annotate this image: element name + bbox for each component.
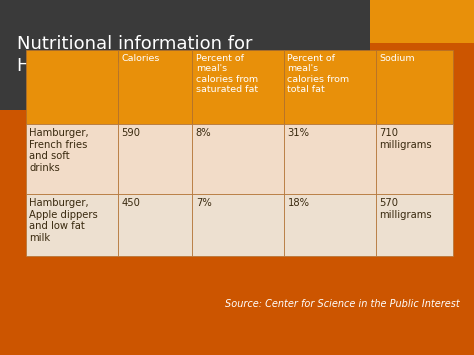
Text: 710
milligrams: 710 milligrams xyxy=(379,128,432,150)
Bar xyxy=(370,0,474,43)
Text: 8%: 8% xyxy=(196,128,211,138)
Bar xyxy=(0,0,370,110)
Bar xyxy=(26,124,118,194)
Text: Percent of
meal's
calories from
saturated fat: Percent of meal's calories from saturate… xyxy=(196,54,258,94)
Bar xyxy=(118,124,192,194)
Bar xyxy=(192,194,284,256)
Bar xyxy=(118,194,192,256)
Text: 18%: 18% xyxy=(287,198,310,208)
Bar xyxy=(284,194,376,256)
Text: Calories: Calories xyxy=(121,54,159,63)
Text: 450: 450 xyxy=(121,198,140,208)
Text: Hamburger,
Apple dippers
and low fat
milk: Hamburger, Apple dippers and low fat mil… xyxy=(29,198,98,243)
Text: Source: Center for Science in the Public Interest: Source: Center for Science in the Public… xyxy=(225,299,460,309)
Text: 7%: 7% xyxy=(196,198,211,208)
Bar xyxy=(376,50,453,124)
Text: Nutritional information for
Happy meal: Nutritional information for Happy meal xyxy=(17,34,252,76)
Bar xyxy=(284,50,376,124)
Bar xyxy=(118,50,192,124)
Bar xyxy=(26,194,118,256)
Bar xyxy=(376,194,453,256)
Bar xyxy=(26,50,118,124)
Text: 31%: 31% xyxy=(287,128,310,138)
Text: Percent of
meal's
calories from
total fat: Percent of meal's calories from total fa… xyxy=(287,54,350,94)
Text: 590: 590 xyxy=(121,128,140,138)
Bar xyxy=(192,50,284,124)
Text: Sodium: Sodium xyxy=(379,54,415,63)
Bar xyxy=(284,124,376,194)
Text: Hamburger,
French fries
and soft
drinks: Hamburger, French fries and soft drinks xyxy=(29,128,89,173)
Bar xyxy=(376,124,453,194)
Text: 570
milligrams: 570 milligrams xyxy=(379,198,432,220)
Bar xyxy=(192,124,284,194)
